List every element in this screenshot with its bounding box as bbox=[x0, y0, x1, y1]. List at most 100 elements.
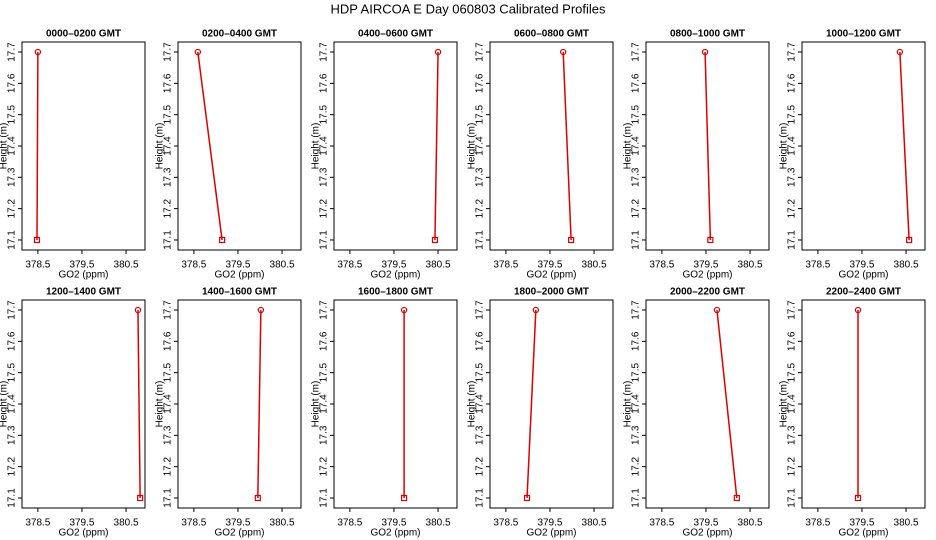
x-tick-label: 378.5 bbox=[805, 518, 830, 529]
x-axis-label: GO2 (ppm) bbox=[58, 528, 108, 539]
y-tick-label: 17.4 bbox=[7, 394, 18, 414]
x-tick-label: 378.5 bbox=[493, 518, 518, 529]
point bbox=[701, 48, 709, 56]
x-axis-label: GO2 (ppm) bbox=[682, 270, 732, 281]
y-tick-label: 17.1 bbox=[163, 488, 174, 508]
y-axis-label: Height (m) bbox=[0, 381, 10, 428]
y-tick-label: 17.4 bbox=[163, 136, 174, 156]
y-tick-label: 17.6 bbox=[163, 331, 174, 351]
y-tick-label: 17.4 bbox=[319, 394, 330, 414]
y-tick-label: 17.2 bbox=[7, 198, 18, 218]
y-tick-label: 17.2 bbox=[7, 456, 18, 476]
y-tick-label: 17.7 bbox=[787, 300, 798, 320]
y-tick-label: 17.1 bbox=[319, 230, 330, 250]
y-tick-label: 17.2 bbox=[631, 456, 642, 476]
y-tick-label: 17.1 bbox=[7, 230, 18, 250]
x-tick-label: 378.5 bbox=[181, 260, 206, 271]
y-tick-label: 17.7 bbox=[787, 42, 798, 62]
panel-title: 0200–0400 GMT bbox=[202, 29, 277, 40]
x-tick-label: 379.5 bbox=[693, 260, 718, 271]
y-tick-label: 17.5 bbox=[787, 363, 798, 383]
point bbox=[400, 494, 408, 502]
profile-line bbox=[562, 51, 572, 241]
point bbox=[559, 48, 567, 56]
point bbox=[33, 236, 41, 244]
y-axis-label: Height (m) bbox=[779, 381, 790, 428]
x-tick-label: 380.5 bbox=[114, 260, 139, 271]
x-tick-label: 379.5 bbox=[381, 518, 406, 529]
y-tick-label: 17.2 bbox=[319, 456, 330, 476]
plot-frame bbox=[177, 299, 302, 509]
x-axis-label: GO2 (ppm) bbox=[370, 270, 420, 281]
y-tick-label: 17.3 bbox=[7, 167, 18, 187]
x-tick-label: 379.5 bbox=[69, 518, 94, 529]
y-tick-label: 17.5 bbox=[163, 363, 174, 383]
y-tick-label: 17.3 bbox=[631, 425, 642, 445]
plot-frame bbox=[801, 299, 926, 509]
y-tick-label: 17.3 bbox=[7, 425, 18, 445]
y-tick-label: 17.5 bbox=[7, 363, 18, 383]
point bbox=[896, 48, 904, 56]
y-axis-label: Height (m) bbox=[779, 123, 790, 170]
x-tick-label: 380.5 bbox=[270, 518, 295, 529]
x-axis-label: GO2 (ppm) bbox=[682, 528, 732, 539]
y-tick-label: 17.7 bbox=[7, 300, 18, 320]
y-tick-label: 17.1 bbox=[163, 230, 174, 250]
y-tick-label: 17.1 bbox=[475, 488, 486, 508]
point bbox=[34, 48, 42, 56]
y-tick-label: 17.6 bbox=[7, 331, 18, 351]
profile-line bbox=[526, 309, 537, 499]
x-axis-label: GO2 (ppm) bbox=[214, 528, 264, 539]
profile-line bbox=[716, 309, 738, 499]
y-tick-label: 17.5 bbox=[163, 105, 174, 125]
y-axis-label: Height (m) bbox=[467, 381, 478, 428]
y-tick-label: 17.1 bbox=[7, 488, 18, 508]
y-tick-label: 17.3 bbox=[787, 425, 798, 445]
y-tick-label: 17.5 bbox=[319, 363, 330, 383]
y-tick-label: 17.5 bbox=[631, 105, 642, 125]
x-axis-label: GO2 (ppm) bbox=[838, 270, 888, 281]
y-tick-label: 17.6 bbox=[631, 73, 642, 93]
plot-frame bbox=[333, 41, 458, 251]
panel-title: 0600–0800 GMT bbox=[514, 29, 589, 40]
point bbox=[194, 48, 202, 56]
panel-title: 1000–1200 GMT bbox=[826, 29, 901, 40]
y-tick-label: 17.4 bbox=[787, 136, 798, 156]
y-tick-label: 17.3 bbox=[475, 425, 486, 445]
profile-line bbox=[899, 51, 910, 241]
point bbox=[218, 236, 226, 244]
x-tick-label: 380.5 bbox=[738, 260, 763, 271]
point bbox=[532, 306, 540, 314]
y-tick-label: 17.7 bbox=[475, 300, 486, 320]
x-tick-label: 379.5 bbox=[381, 260, 406, 271]
x-tick-label: 378.5 bbox=[337, 518, 362, 529]
x-tick-label: 380.5 bbox=[270, 260, 295, 271]
y-tick-label: 17.5 bbox=[475, 105, 486, 125]
y-tick-label: 17.3 bbox=[475, 167, 486, 187]
x-tick-label: 379.5 bbox=[693, 518, 718, 529]
x-tick-label: 378.5 bbox=[337, 260, 362, 271]
point bbox=[568, 236, 575, 244]
y-tick-label: 17.1 bbox=[475, 230, 486, 250]
y-tick-label: 17.3 bbox=[163, 425, 174, 445]
x-tick-label: 379.5 bbox=[537, 518, 562, 529]
y-tick-label: 17.2 bbox=[631, 198, 642, 218]
profile-line bbox=[36, 52, 39, 240]
x-tick-label: 380.5 bbox=[426, 518, 451, 529]
x-tick-label: 379.5 bbox=[69, 260, 94, 271]
y-tick-label: 17.5 bbox=[787, 105, 798, 125]
y-tick-label: 17.7 bbox=[7, 42, 18, 62]
y-tick-label: 17.2 bbox=[163, 198, 174, 218]
y-tick-label: 17.7 bbox=[319, 42, 330, 62]
plot-frame bbox=[489, 41, 614, 251]
y-axis-label: Height (m) bbox=[467, 123, 478, 170]
panel-title: 0400–0600 GMT bbox=[358, 29, 433, 40]
point bbox=[707, 236, 714, 244]
y-tick-label: 17.7 bbox=[163, 300, 174, 320]
plot-frame bbox=[801, 41, 926, 251]
x-tick-label: 378.5 bbox=[25, 260, 50, 271]
y-tick-label: 17.5 bbox=[631, 363, 642, 383]
panel-title: 2000–2200 GMT bbox=[670, 287, 745, 298]
panel-title: 1400–1600 GMT bbox=[202, 287, 277, 298]
